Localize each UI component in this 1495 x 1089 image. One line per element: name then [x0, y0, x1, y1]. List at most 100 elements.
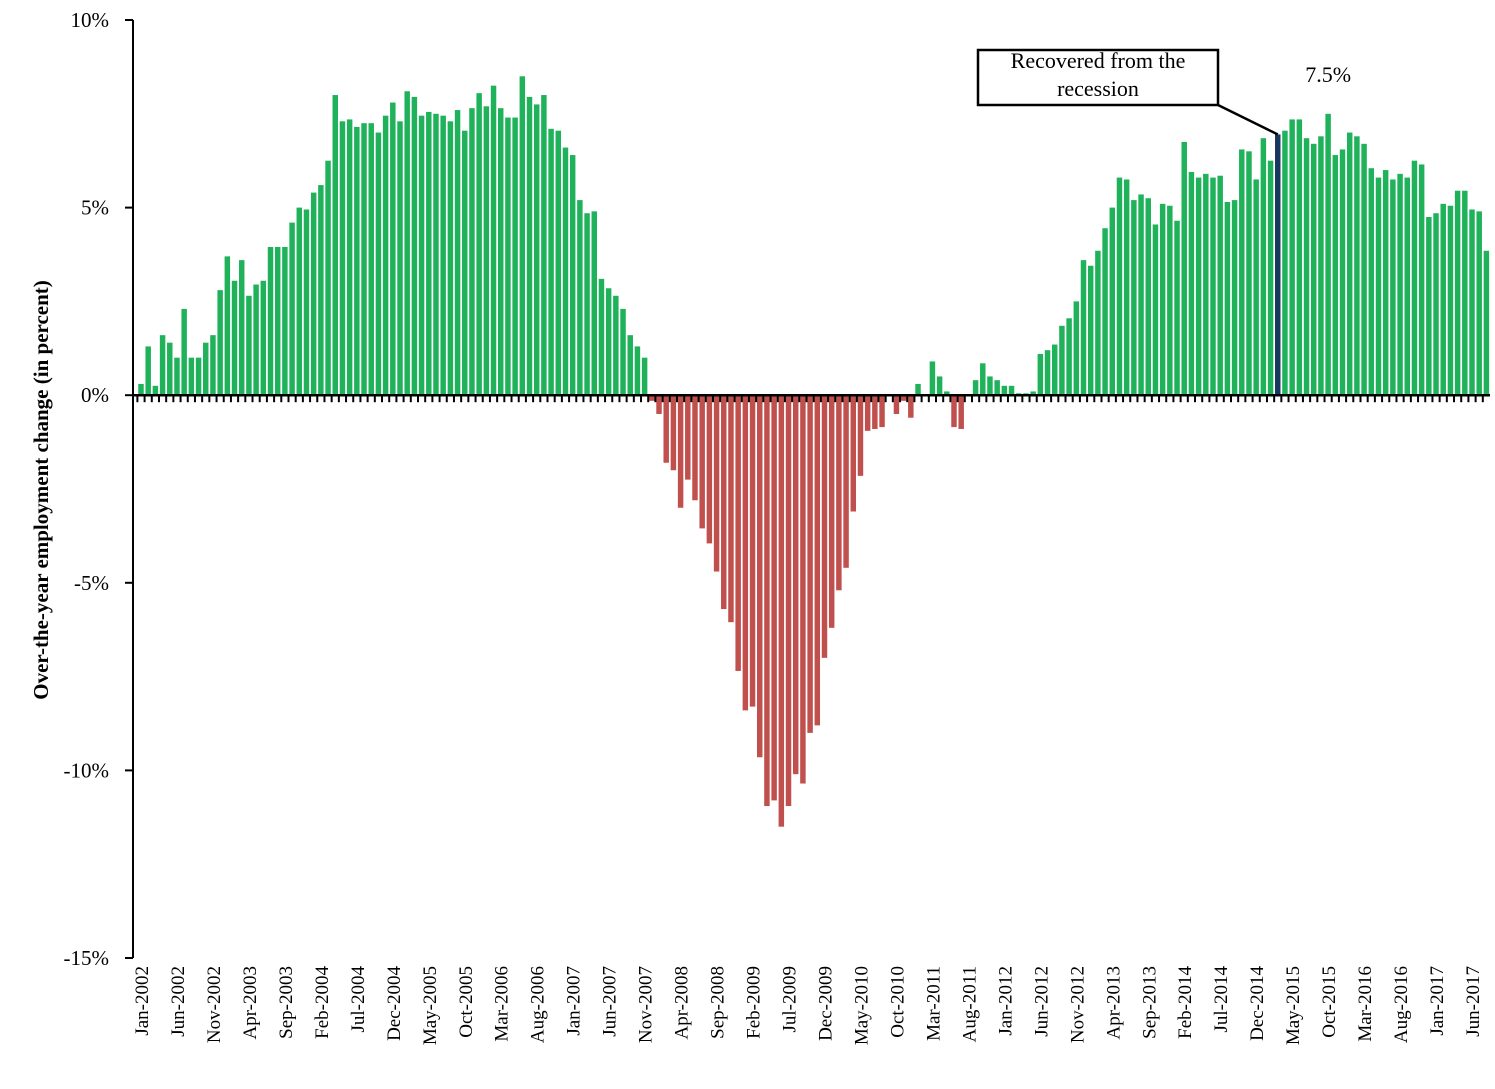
- annotation-arrow: [1217, 103, 1279, 136]
- bar: [1102, 228, 1108, 396]
- bar: [454, 110, 461, 396]
- bar: [1354, 136, 1360, 396]
- bar: [800, 395, 806, 784]
- bar: [447, 121, 454, 396]
- bar: [1426, 216, 1432, 396]
- bar: [792, 395, 799, 775]
- bar: [1123, 179, 1130, 396]
- annotation-text: Recovered from the: [1011, 48, 1186, 73]
- x-tick-label: Sep-2008: [708, 966, 729, 1039]
- bar: [404, 91, 410, 396]
- x-tick-label: May-2010: [851, 966, 872, 1045]
- bar: [1030, 391, 1036, 396]
- x-tick-label: Oct-2010: [887, 966, 908, 1038]
- x-tick-label: Jan-2017: [1427, 966, 1448, 1036]
- bar: [1087, 265, 1094, 396]
- bar: [1404, 177, 1410, 396]
- bar: [994, 380, 1000, 396]
- bar: [152, 385, 159, 396]
- x-tick-label: Mar-2016: [1355, 966, 1376, 1042]
- bar: [325, 160, 331, 396]
- bar: [533, 104, 540, 396]
- bar: [375, 132, 382, 396]
- bar: [584, 213, 590, 396]
- bar: [699, 395, 705, 529]
- bar: [1217, 175, 1223, 396]
- bar: [138, 383, 144, 396]
- value-label: 7.5%: [1305, 62, 1351, 87]
- bar: [721, 395, 727, 610]
- bar: [145, 346, 151, 396]
- bar: [757, 395, 763, 758]
- x-tick-label: Oct-2005: [456, 966, 477, 1038]
- bar: [1483, 250, 1490, 396]
- bar: [613, 295, 619, 396]
- bar: [1361, 143, 1367, 396]
- bar: [1332, 155, 1339, 396]
- bar: [361, 123, 367, 396]
- x-tick-label: Mar-2006: [492, 966, 513, 1042]
- y-axis-title: Over-the-year employment change (in perc…: [29, 280, 53, 700]
- bar: [267, 246, 274, 396]
- x-tick-label: May-2015: [1283, 966, 1304, 1045]
- bar: [181, 308, 187, 396]
- bar: [318, 185, 324, 396]
- bar: [497, 108, 504, 396]
- bar: [1375, 177, 1382, 396]
- bar: [411, 96, 418, 396]
- bar: [1275, 134, 1281, 396]
- bar: [1051, 344, 1058, 396]
- bar: [1095, 250, 1101, 396]
- bar: [577, 200, 583, 396]
- bar: [620, 308, 626, 396]
- bar: [462, 130, 468, 396]
- bar: [764, 395, 770, 807]
- bar: [1282, 130, 1288, 396]
- bar: [1066, 318, 1072, 396]
- bar: [1203, 173, 1209, 396]
- bar: [483, 106, 490, 396]
- bar: [1037, 353, 1044, 396]
- x-tick-label: Sep-2013: [1139, 966, 1160, 1039]
- bar: [1116, 177, 1123, 396]
- bar: [1008, 385, 1015, 396]
- bar: [505, 117, 511, 396]
- bar: [231, 280, 238, 396]
- bar: [282, 246, 288, 396]
- bar: [354, 126, 360, 396]
- bar: [1145, 198, 1151, 396]
- bar: [951, 395, 957, 428]
- annotation-text: recession: [1057, 76, 1139, 101]
- bar: [1310, 143, 1317, 396]
- bar: [778, 395, 785, 827]
- bar: [641, 357, 648, 396]
- bar: [742, 395, 749, 711]
- y-tick-label: 0%: [81, 383, 109, 407]
- bar: [555, 130, 562, 396]
- x-tick-label: Jun-2007: [600, 966, 621, 1037]
- bar: [692, 395, 698, 501]
- bar: [339, 121, 346, 396]
- bar: [908, 395, 914, 418]
- bar: [591, 211, 597, 396]
- bar: [735, 395, 741, 671]
- bar: [382, 115, 389, 396]
- bar: [1195, 177, 1202, 396]
- bar: [1397, 173, 1403, 396]
- bar: [836, 395, 842, 591]
- bar: [1454, 190, 1461, 396]
- bar: [368, 123, 374, 396]
- y-tick-label: -10%: [64, 758, 110, 782]
- bar: [814, 395, 821, 726]
- bar: [569, 155, 576, 396]
- bar: [1109, 207, 1116, 396]
- bar: [296, 207, 303, 396]
- bar: [627, 335, 633, 396]
- bar: [1267, 160, 1274, 396]
- bar: [864, 395, 871, 431]
- y-tick-label: 10%: [71, 8, 110, 32]
- bar: [944, 391, 950, 396]
- bar: [303, 209, 310, 396]
- bar: [289, 222, 295, 396]
